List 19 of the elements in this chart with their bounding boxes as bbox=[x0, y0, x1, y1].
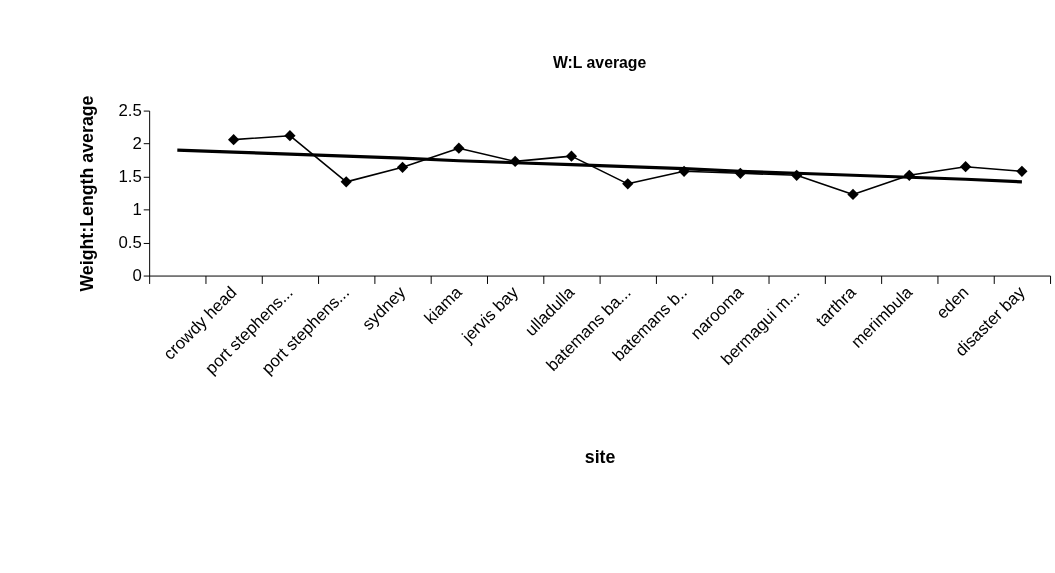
point bbox=[453, 142, 465, 154]
x-axis-title: site bbox=[584, 447, 616, 468]
point bbox=[340, 176, 352, 188]
y-tick-label: 0 bbox=[132, 265, 142, 285]
point bbox=[284, 130, 296, 142]
y-tick-label: 2.5 bbox=[118, 101, 142, 121]
point bbox=[1016, 165, 1028, 177]
y-tick-label: 0.5 bbox=[118, 233, 142, 252]
point bbox=[227, 134, 240, 146]
y-tick-label: 1 bbox=[132, 200, 142, 220]
point bbox=[565, 150, 578, 162]
point bbox=[847, 188, 859, 201]
y-axis-title: Weight:Length average bbox=[76, 95, 97, 292]
y-tick-label: 1.5 bbox=[118, 167, 142, 187]
point bbox=[622, 178, 634, 190]
chart-title: W:L average bbox=[552, 54, 647, 72]
point bbox=[959, 161, 972, 173]
point bbox=[396, 161, 409, 173]
y-tick-label: 2 bbox=[132, 134, 142, 154]
